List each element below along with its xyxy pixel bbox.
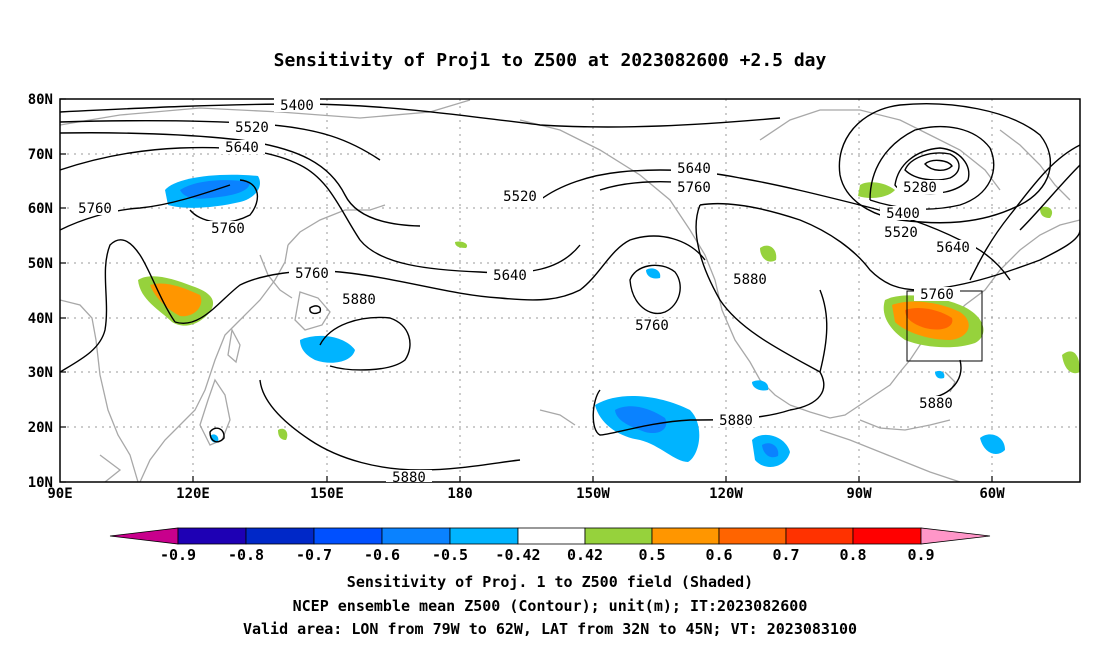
colorbar-label: -0.6 xyxy=(364,546,400,564)
contour-label: 5760 xyxy=(920,287,954,303)
colorbar-label: -0.9 xyxy=(160,546,196,564)
contour-label: 5760 xyxy=(211,221,245,237)
colorbar-label: -0.5 xyxy=(432,546,468,564)
colorbar-label: 0.42 xyxy=(567,546,603,564)
contour-label: 5760 xyxy=(295,266,329,282)
latitude-labels: 80N 70N 60N 50N 40N 30N 20N 10N xyxy=(28,92,53,491)
colorbar-label: 0.7 xyxy=(772,546,799,564)
colorbar-label: -0.8 xyxy=(228,546,264,564)
contour-label: 5400 xyxy=(280,98,314,114)
colorbar-label: -0.42 xyxy=(495,546,540,564)
contour-label: 5880 xyxy=(342,292,376,308)
tick-marks xyxy=(60,98,993,483)
contour-label: 5640 xyxy=(677,161,711,177)
contour-label: 5880 xyxy=(733,272,767,288)
colorbar-high-triangle xyxy=(920,527,991,545)
colorbar-label: -0.7 xyxy=(296,546,332,564)
colorbar-segment xyxy=(449,527,519,545)
coastlines xyxy=(60,99,1080,482)
caption-line-3: Valid area: LON from 79W to 62W, LAT fro… xyxy=(242,620,858,638)
lat-label-30n: 30N xyxy=(28,365,53,381)
lon-label-120e: 120E xyxy=(176,486,210,502)
map-frame xyxy=(59,98,1081,483)
contour-label: 5880 xyxy=(719,413,753,429)
colorbar-low-triangle xyxy=(109,527,179,545)
contour-label: 5760 xyxy=(677,180,711,196)
colorbar-segment xyxy=(785,527,854,545)
colorbar xyxy=(109,527,991,545)
colorbar-labels: -0.9 -0.8 -0.7 -0.6 -0.5 -0.42 0.42 0.5 … xyxy=(160,546,935,564)
contour-label: 5280 xyxy=(903,180,937,196)
lat-label-40n: 40N xyxy=(28,311,53,327)
contour-label: 5520 xyxy=(235,120,269,136)
colorbar-segment xyxy=(517,527,586,545)
contour-label: 5640 xyxy=(493,268,527,284)
colorbar-segment xyxy=(313,527,383,545)
colorbar-segment xyxy=(852,527,922,545)
contour-label: 5640 xyxy=(225,140,259,156)
caption-line-2: NCEP ensemble mean Z500 (Contour); unit(… xyxy=(292,597,808,615)
lat-label-60n: 60N xyxy=(28,201,53,217)
contour-label: 5520 xyxy=(884,225,918,241)
longitude-labels: 90E 120E 150E 180 150W 120W 90W 60W xyxy=(47,486,1005,502)
colorbar-segment xyxy=(381,527,451,545)
colorbar-label: 0.8 xyxy=(839,546,866,564)
contour-label: 5760 xyxy=(635,318,669,334)
colorbar-segment xyxy=(718,527,787,545)
lon-label-90e: 90E xyxy=(47,486,72,502)
lat-label-20n: 20N xyxy=(28,420,53,436)
lon-label-180: 180 xyxy=(447,486,472,502)
caption-line-1: Sensitivity of Proj. 1 to Z500 field (Sh… xyxy=(346,573,754,591)
colorbar-label: 0.6 xyxy=(705,546,732,564)
lon-label-150e: 150E xyxy=(310,486,344,502)
contour-label: 5760 xyxy=(78,201,112,217)
colorbar-segment xyxy=(177,527,247,545)
contour-label: 5400 xyxy=(886,206,920,222)
sensitivity-shading xyxy=(138,174,1080,467)
colorbar-label: 0.9 xyxy=(907,546,934,564)
contour-label: 5640 xyxy=(936,240,970,256)
lon-label-90w: 90W xyxy=(846,486,872,502)
lat-label-70n: 70N xyxy=(28,147,53,163)
lon-label-120w: 120W xyxy=(709,486,743,502)
colorbar-segment xyxy=(584,527,653,545)
lat-label-50n: 50N xyxy=(28,256,53,272)
lon-label-150w: 150W xyxy=(576,486,610,502)
contour-label: 5520 xyxy=(503,189,537,205)
lat-label-10n: 10N xyxy=(28,475,53,491)
lat-label-80n: 80N xyxy=(28,92,53,108)
contour-labels: 5400 5520 5640 5760 5520 5760 5760 5880 … xyxy=(72,98,976,486)
figure-title: Sensitivity of Proj1 to Z500 at 20230826… xyxy=(273,50,827,71)
colorbar-label: 0.5 xyxy=(638,546,665,564)
contour-label: 5880 xyxy=(919,396,953,412)
colorbar-segment xyxy=(651,527,720,545)
contour-label: 5880 xyxy=(392,470,426,486)
colorbar-segment xyxy=(245,527,315,545)
lon-label-60w: 60W xyxy=(979,486,1005,502)
